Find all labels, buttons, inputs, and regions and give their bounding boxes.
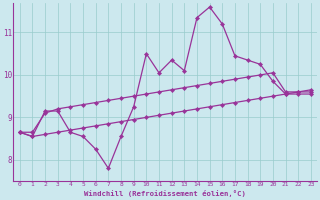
X-axis label: Windchill (Refroidissement éolien,°C): Windchill (Refroidissement éolien,°C) [84, 190, 246, 197]
